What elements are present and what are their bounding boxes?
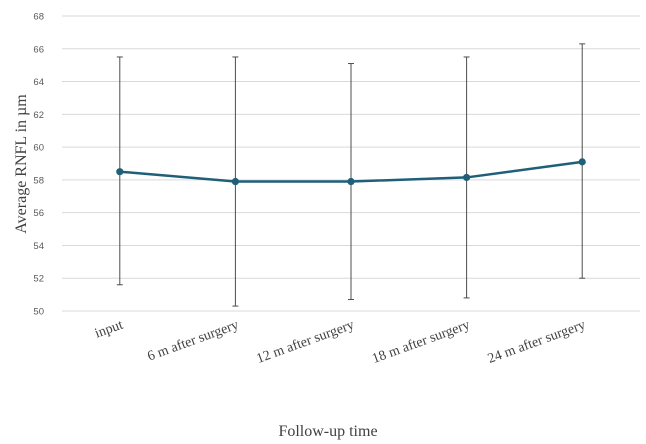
x-axis-title: Follow-up time [278, 423, 377, 440]
x-tick-label: 12 m after surgery [255, 318, 357, 367]
y-tick-label: 50 [33, 307, 44, 318]
y-tick-label: 56 [33, 208, 44, 219]
y-tick-labels: 50 52 54 56 58 60 62 64 66 68 [33, 12, 44, 318]
data-point [116, 168, 124, 176]
data-point [463, 173, 471, 182]
y-tick-label: 54 [33, 241, 44, 252]
y-tick-label: 62 [33, 110, 44, 121]
data-point [578, 158, 586, 166]
x-tick-label: 18 m after surgery [370, 318, 472, 367]
x-tick-labels: input 6 m after surgery 12 m after surgery… [93, 318, 588, 367]
series-markers [116, 158, 586, 186]
error-bars [116, 43, 586, 307]
y-tick-label: 64 [33, 77, 44, 88]
y-tick-label: 60 [33, 143, 44, 154]
y-tick-label: 66 [33, 44, 44, 55]
x-tick-label: 6 m after surgery [146, 318, 241, 365]
y-tick-label: 52 [33, 274, 44, 285]
data-point [347, 177, 355, 186]
y-tick-label: 58 [33, 175, 44, 186]
y-axis-title: Average RNFL in µm [13, 94, 30, 234]
x-tick-label: 24 m after surgery [486, 318, 588, 367]
x-tick-label: input [93, 318, 125, 342]
data-point [231, 177, 239, 186]
y-tick-label: 68 [33, 12, 44, 23]
